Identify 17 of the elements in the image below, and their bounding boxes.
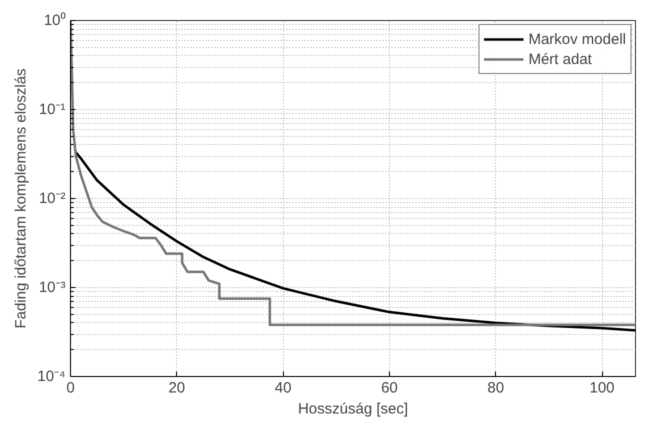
x-tick-label: 60	[381, 380, 398, 396]
x-tick-label: 100	[590, 380, 615, 396]
legend-label: Markov modell	[528, 30, 626, 48]
x-axis-title: Hosszúság [sec]	[298, 400, 408, 418]
legend-label: Mért adat	[528, 50, 592, 68]
line-series	[74, 151, 636, 332]
line-series	[70, 20, 636, 326]
y-tick-label: 10⁻⁴	[37, 368, 66, 385]
x-tick-label: 0	[66, 380, 75, 396]
y-tick-label: 10⁻²	[38, 190, 66, 207]
y-tick-label: 10⁻¹	[38, 101, 66, 118]
x-tick-label: 40	[274, 380, 292, 396]
y-tick-label: 10⁰	[44, 12, 66, 29]
x-tick-label: 20	[168, 380, 186, 396]
y-tick-label: 10⁻³	[38, 279, 66, 296]
y-axis-title: Fading időtartam komplemens eloszlás	[12, 68, 30, 329]
x-tick-label: 80	[487, 380, 504, 396]
